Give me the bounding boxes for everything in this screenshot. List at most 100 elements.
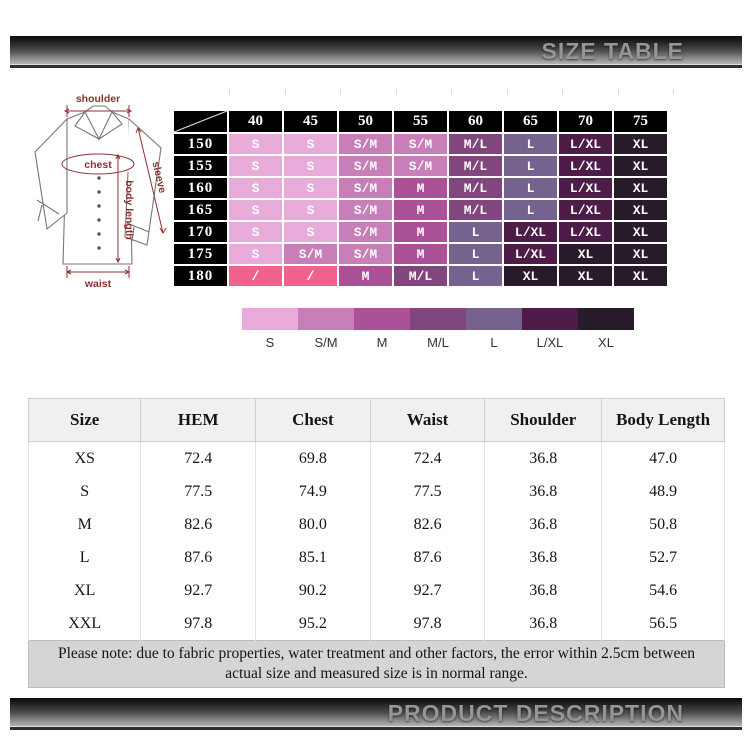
size-matrix-cell: S	[282, 154, 339, 178]
size-matrix-cell: S	[227, 154, 284, 178]
size-matrix-cell: S/M	[392, 132, 449, 156]
measure-cell: 36.8	[484, 441, 603, 475]
legend-item: L/XL	[522, 308, 578, 350]
measure-cell: 36.8	[484, 607, 603, 641]
ruler-tick	[617, 89, 619, 94]
measure-cell: 87.6	[140, 541, 257, 574]
legend-label: M/L	[427, 335, 449, 350]
legend-item: M/L	[410, 308, 466, 350]
measure-cell: 82.6	[140, 508, 257, 541]
size-matrix-cell: L	[502, 198, 559, 222]
measure-cell: 85.1	[255, 541, 371, 574]
size-matrix-cell: M/L	[447, 154, 504, 178]
measure-header-row: Size HEM Chest Waist Shoulder Body Length	[27, 398, 725, 442]
legend-item: XL	[578, 308, 634, 350]
size-matrix-cell: S/M	[392, 154, 449, 178]
size-matrix-row: 180// M M/L L XL XL XL	[172, 264, 669, 288]
size-matrix-cell: M	[392, 220, 449, 244]
measure-cell: 72.4	[140, 441, 257, 475]
measure-col-header: Size	[27, 398, 142, 442]
measure-col-header: Body Length	[601, 398, 725, 442]
size-matrix-row: 155 S S S/M S/M M/L L L/XL XL	[172, 154, 669, 178]
measure-cell: 77.5	[140, 475, 257, 508]
ruler-tick	[506, 89, 508, 94]
measure-cell: S	[27, 475, 142, 508]
ruler-tick	[340, 89, 341, 94]
measure-note-row: Please note: due to fabric properties, w…	[28, 639, 725, 689]
size-matrix-cell: XL	[612, 264, 669, 288]
size-matrix-col-header: 40	[227, 109, 284, 134]
size-matrix-cell: M/L	[392, 264, 449, 288]
size-matrix-cell: S/M	[282, 242, 339, 266]
size-matrix-header-row: 40 45 50 55 60 65 70 75	[172, 109, 669, 134]
size-matrix-cell: L/XL	[557, 198, 614, 222]
legend-label: XL	[598, 335, 614, 350]
measure-cell: 36.8	[484, 475, 603, 508]
measure-note: Please note: due to fabric properties, w…	[28, 639, 725, 689]
size-matrix-cell: M	[337, 264, 394, 288]
measure-row: M 82.6 80.0 82.6 36.8 50.8	[27, 508, 725, 541]
size-matrix-col-header: 70	[557, 109, 614, 134]
ruler-tick	[395, 89, 397, 94]
measure-cell: 77.5	[369, 475, 486, 508]
measure-cell: 56.5	[601, 607, 725, 641]
size-matrix-row: 175 S S/M S/M M L L/XL XL XL	[172, 242, 669, 266]
size-matrix-cell: XL	[612, 242, 669, 266]
size-matrix-row: 165 S S S/M M M/L L L/XL XL	[172, 198, 669, 222]
height-chest-size-matrix: 40 45 50 55 60 65 70 75 150 S S S/M S/M M/L L L/XL XL 155…	[172, 109, 669, 288]
size-matrix-cell: S	[227, 220, 284, 244]
legend-label: L/XL	[536, 335, 564, 350]
measure-cell: XL	[27, 574, 142, 607]
size-matrix-cell: XL	[557, 264, 614, 288]
legend-label: S	[265, 335, 275, 350]
size-matrix-cell: L	[502, 132, 559, 156]
measure-cell: 82.6	[369, 508, 486, 541]
measure-cell: 92.7	[369, 574, 486, 607]
measure-cell: 36.8	[484, 574, 603, 607]
size-matrix-cell: M	[392, 176, 449, 200]
size-matrix-cell: S	[227, 132, 284, 156]
measure-row: L 87.6 85.1 87.6 36.8 52.7	[27, 541, 725, 574]
size-matrix-cell: S/M	[337, 198, 394, 222]
size-matrix-cell: S/M	[337, 176, 394, 200]
size-matrix-cell: XL	[612, 220, 669, 244]
size-matrix-row-label: 170	[172, 220, 229, 244]
measure-cell: M	[27, 508, 142, 541]
ruler-tick	[562, 89, 563, 94]
size-matrix-cell: M	[392, 242, 449, 266]
measure-cell: L	[27, 541, 142, 574]
measure-cell: 69.8	[255, 441, 371, 475]
measure-col-header: HEM	[140, 398, 257, 442]
shirt-outline	[34, 105, 162, 265]
size-matrix-row-label: 160	[172, 176, 229, 200]
measure-row: XS 72.4 69.8 72.4 36.8 47.0	[27, 441, 725, 475]
size-matrix-cell: S	[227, 242, 284, 266]
size-matrix-row: 150 S S S/M S/M M/L L L/XL XL	[172, 132, 669, 156]
size-matrix-cell: S/M	[337, 154, 394, 178]
measure-cell: 50.8	[601, 508, 725, 541]
measure-col-header: Chest	[255, 398, 371, 442]
size-matrix-row-label: 155	[172, 154, 229, 178]
legend-swatch	[466, 308, 522, 330]
legend-item: S	[242, 308, 298, 350]
measure-cell: 90.2	[255, 574, 371, 607]
size-matrix-cell: S/M	[337, 132, 394, 156]
measure-col-header: Waist	[369, 398, 486, 442]
size-matrix-cell: L/XL	[557, 154, 614, 178]
size-matrix-cell: S	[227, 176, 284, 200]
ruler-tick	[229, 89, 230, 94]
size-matrix-row: 170 S S S/M M L L/XL L/XL XL	[172, 220, 669, 244]
size-matrix-cell: L/XL	[502, 220, 559, 244]
measure-cell: 92.7	[140, 574, 257, 607]
size-matrix-cell: L	[502, 176, 559, 200]
label-body-length: body length	[123, 180, 135, 240]
size-matrix-col-header: 55	[392, 109, 449, 134]
measure-cell: 54.6	[601, 574, 725, 607]
size-matrix-cell: S	[282, 220, 339, 244]
legend-swatch	[298, 308, 354, 330]
legend-label: M	[376, 335, 388, 350]
measure-cell: 48.9	[601, 475, 725, 508]
measure-cell: 95.2	[255, 607, 371, 641]
size-matrix-cell: L	[447, 242, 504, 266]
size-matrix-cell: /	[227, 264, 284, 288]
